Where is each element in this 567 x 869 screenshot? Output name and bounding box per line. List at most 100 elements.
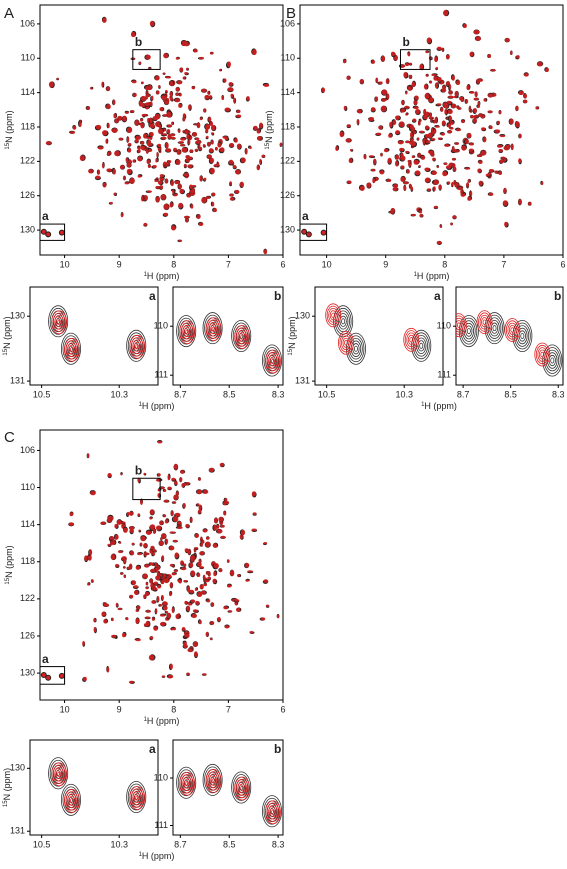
peak-red [345, 138, 352, 143]
peak-red [359, 79, 364, 84]
peak-red [428, 116, 434, 119]
peak-red [144, 616, 151, 619]
panel-label: A [4, 5, 14, 22]
plot-area [40, 440, 280, 684]
zoom-box-label: a [302, 209, 309, 223]
peak-red [423, 83, 428, 90]
peak-red [161, 594, 164, 601]
peak-red [202, 489, 209, 494]
peak-red [124, 181, 130, 185]
peak-red [407, 86, 412, 91]
peak-red [126, 127, 133, 133]
contour-red [456, 315, 466, 335]
peak-red [126, 136, 130, 143]
contour-red [211, 778, 216, 784]
contour-black [339, 315, 347, 327]
zoom-box-label: a [42, 209, 49, 223]
peak-red [152, 165, 157, 168]
peak-red [174, 180, 180, 185]
y-tick-label: 110 [21, 482, 35, 492]
peak-red [169, 202, 173, 208]
peak-red [404, 62, 410, 67]
peak-red [416, 137, 420, 141]
peak-red [246, 96, 250, 101]
peak-red [478, 113, 483, 117]
peak-red [90, 579, 94, 583]
peak-red [210, 621, 215, 625]
peak-red [156, 596, 160, 603]
peak-red [172, 501, 177, 504]
peak-red [161, 533, 167, 539]
peak-red [207, 576, 211, 580]
peak-red [515, 105, 519, 111]
plot-area [325, 303, 432, 365]
contour-red [540, 351, 545, 358]
axis-label-text: N (ppm) [287, 316, 297, 349]
contour-red [404, 330, 418, 350]
contour-black [517, 327, 528, 345]
peak-red [485, 173, 491, 177]
axis-label-sup: 1 [144, 272, 148, 278]
peak-red [463, 23, 467, 28]
peak-red [440, 132, 446, 136]
peak-red [155, 185, 160, 189]
peak-red [215, 146, 218, 151]
peak-red [230, 93, 234, 98]
peak-red [375, 77, 379, 83]
y-tick-label: 114 [21, 87, 35, 97]
peak-red [56, 77, 59, 80]
peak-red [381, 55, 386, 62]
axis-label-text: H (ppm) [147, 716, 180, 726]
peak-red [213, 524, 218, 531]
peak-red [178, 239, 183, 242]
peak-red [199, 566, 204, 569]
peak-red [203, 583, 207, 587]
peak-red [459, 96, 464, 101]
peak-red [156, 90, 160, 95]
peak-red [205, 541, 211, 548]
y-tick-label: 131 [10, 826, 25, 836]
peak-red [443, 102, 449, 109]
peak-red [465, 99, 469, 104]
contour-black [550, 357, 555, 364]
contour-black [353, 345, 358, 352]
peak-red [151, 562, 155, 566]
contour-red [535, 344, 549, 365]
peak-red [381, 89, 388, 96]
contour-red [205, 769, 222, 793]
peak-red [106, 666, 110, 673]
peak-red [129, 177, 135, 184]
peak-red [159, 520, 164, 526]
contour-red [508, 324, 516, 335]
peak-red [436, 103, 442, 106]
peak-red [175, 87, 180, 92]
peak-red [418, 130, 425, 133]
axis-label-text: N (ppm) [4, 110, 14, 143]
peak-red [143, 222, 148, 227]
zoom-box [132, 477, 161, 501]
x-tick-label: 8.7 [174, 389, 187, 399]
peak-red [444, 108, 448, 115]
contour-red [238, 783, 246, 794]
contour-red [210, 324, 218, 335]
peak-red [162, 605, 168, 611]
peak-red [180, 137, 186, 141]
contour-red [68, 795, 76, 806]
peak-red [145, 94, 151, 98]
peak-red [173, 147, 177, 152]
peak-red [171, 572, 177, 576]
peak-red [218, 568, 223, 573]
contour-red [240, 334, 245, 340]
contour-black [202, 763, 223, 796]
contour-black [345, 332, 366, 365]
peak-red [154, 113, 161, 120]
peak-red [482, 136, 487, 143]
peak-red [518, 133, 522, 139]
contour-red [182, 324, 193, 340]
peak-red [245, 148, 248, 155]
peak-red [210, 602, 215, 607]
contour-black [518, 330, 526, 342]
contour-red [185, 781, 190, 787]
peak-red [103, 619, 108, 624]
contour-red [68, 344, 76, 355]
